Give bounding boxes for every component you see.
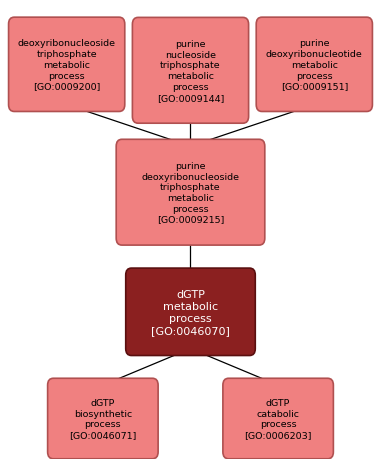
Text: dGTP
catabolic
process
[GO:0006203]: dGTP catabolic process [GO:0006203] [244, 398, 312, 439]
Text: deoxyribonucleoside
triphosphate
metabolic
process
[GO:0009200]: deoxyribonucleoside triphosphate metabol… [18, 39, 116, 91]
Text: purine
deoxyribonucleoside
triphosphate
metabolic
process
[GO:0009215]: purine deoxyribonucleoside triphosphate … [141, 162, 240, 224]
Text: purine
nucleoside
triphosphate
metabolic
process
[GO:0009144]: purine nucleoside triphosphate metabolic… [157, 40, 224, 102]
FancyBboxPatch shape [8, 18, 125, 112]
Text: purine
deoxyribonucleotide
metabolic
process
[GO:0009151]: purine deoxyribonucleotide metabolic pro… [266, 39, 363, 91]
FancyBboxPatch shape [223, 378, 333, 459]
FancyBboxPatch shape [116, 140, 265, 246]
Text: dGTP
metabolic
process
[GO:0046070]: dGTP metabolic process [GO:0046070] [151, 289, 230, 335]
FancyBboxPatch shape [256, 18, 373, 112]
FancyBboxPatch shape [126, 269, 255, 356]
FancyBboxPatch shape [132, 18, 249, 124]
Text: dGTP
biosynthetic
process
[GO:0046071]: dGTP biosynthetic process [GO:0046071] [69, 398, 136, 439]
FancyBboxPatch shape [48, 378, 158, 459]
